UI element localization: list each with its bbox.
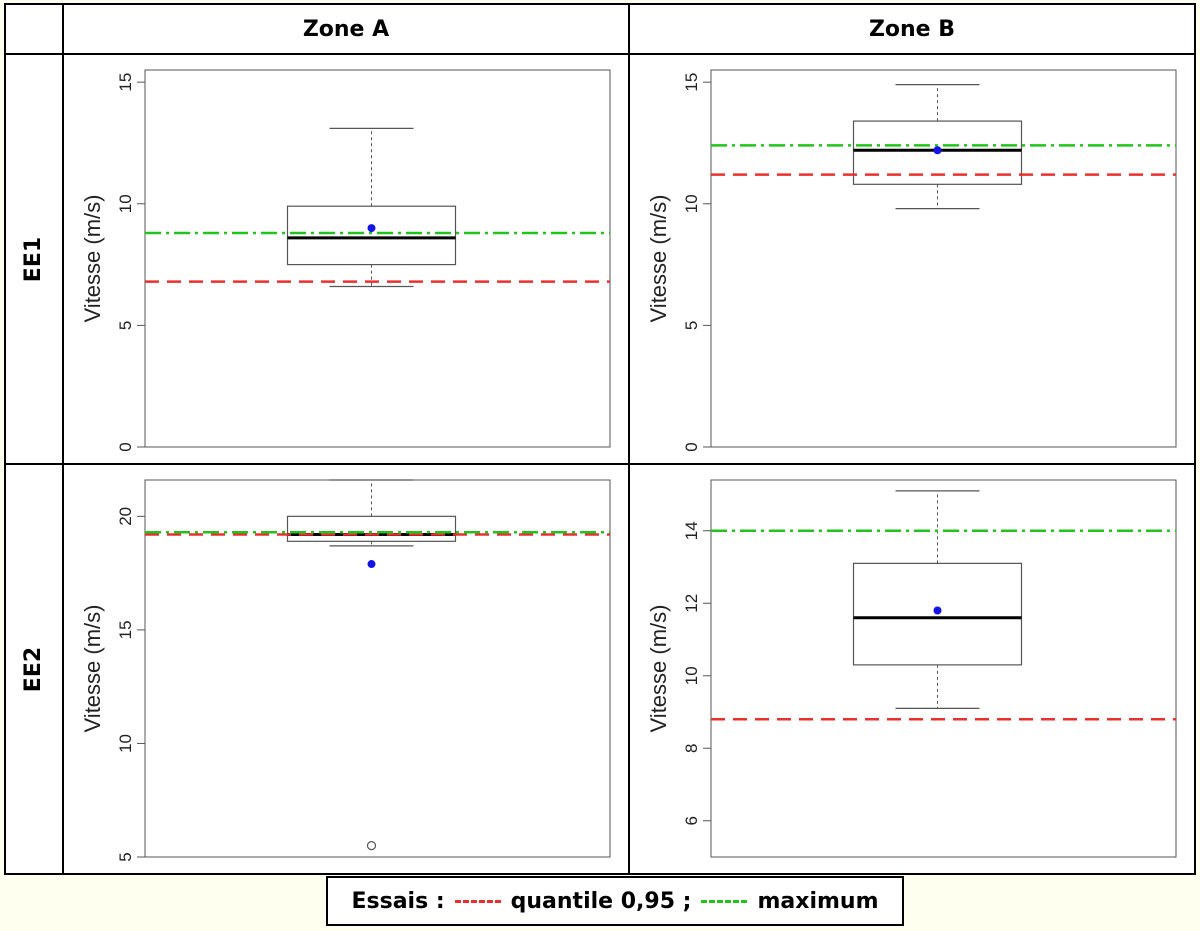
y-tick-label: 6 bbox=[682, 816, 701, 825]
y-tick-label: 10 bbox=[116, 194, 135, 213]
y-axis-label: Vitesse (m/s) bbox=[646, 195, 671, 323]
y-tick-label: 5 bbox=[116, 852, 135, 861]
column-header-zone-b: Zone B bbox=[868, 16, 956, 42]
y-tick-label: 10 bbox=[682, 666, 701, 685]
mean-point bbox=[933, 606, 942, 615]
y-axis-label: Vitesse (m/s) bbox=[80, 195, 105, 323]
legend-q95-label: quantile 0,95 ; bbox=[510, 888, 692, 914]
grid-line-middle-row bbox=[4, 463, 1196, 465]
mean-point bbox=[367, 560, 376, 569]
y-axis-label: Vitesse (m/s) bbox=[80, 605, 105, 733]
plot-frame bbox=[144, 69, 611, 448]
plot-frame bbox=[710, 69, 1177, 448]
legend-max-swatch bbox=[701, 899, 748, 903]
y-tick-label: 8 bbox=[682, 744, 701, 753]
legend: Essais : quantile 0,95 ; maximum bbox=[326, 876, 904, 926]
mean-point bbox=[933, 146, 942, 155]
iqr-box bbox=[286, 205, 457, 266]
y-tick-label: 20 bbox=[116, 507, 135, 526]
y-tick-label: 12 bbox=[682, 594, 701, 613]
y-tick-label: 15 bbox=[116, 620, 135, 639]
y-tick-label: 14 bbox=[682, 521, 701, 540]
y-axis-label: Vitesse (m/s) bbox=[646, 605, 671, 733]
mean-point bbox=[367, 224, 376, 233]
outlier-point bbox=[366, 841, 377, 851]
row-header-ee1: EE1 bbox=[6, 55, 62, 463]
legend-prefix: Essais : bbox=[351, 888, 445, 914]
y-tick-label: 0 bbox=[116, 442, 135, 451]
row-header-ee1-label: EE1 bbox=[21, 236, 47, 282]
row-header-ee2: EE2 bbox=[6, 465, 62, 873]
y-tick-label: 0 bbox=[682, 442, 701, 451]
y-tick-label: 10 bbox=[682, 194, 701, 213]
boxplot-ee1-zone-a: 0 5 10 15 Vitesse (m/s) bbox=[80, 69, 611, 452]
grid-line-middle-col bbox=[628, 3, 630, 875]
iqr-box bbox=[286, 515, 457, 542]
y-tick-label: 5 bbox=[116, 321, 135, 330]
boxplot-ee1-zone-b: 0 5 10 15 Vitesse (m/s) bbox=[646, 69, 1177, 452]
y-tick-label: 5 bbox=[682, 321, 701, 330]
boxplot-ee2-zone-a: 5 10 15 20 Vitesse (m/s) bbox=[80, 479, 611, 862]
legend-q95-swatch bbox=[454, 899, 501, 903]
legend-max-label: maximum bbox=[757, 888, 879, 914]
plot-frame bbox=[710, 479, 1177, 858]
y-tick-label: 15 bbox=[682, 73, 701, 92]
boxplot-ee2-zone-b: 6 8 10 12 14 Vitesse (m/s) bbox=[646, 479, 1177, 858]
column-header-zone-a: Zone A bbox=[302, 16, 390, 42]
y-tick-label: 10 bbox=[116, 734, 135, 753]
grid-line-header bbox=[4, 53, 1196, 55]
row-header-ee2-label: EE2 bbox=[21, 646, 47, 692]
y-tick-label: 15 bbox=[116, 73, 135, 92]
grid-line-row-labels bbox=[62, 3, 64, 875]
